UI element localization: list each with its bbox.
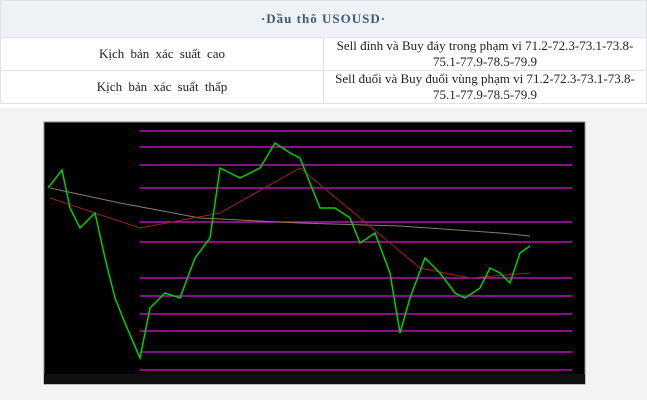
moving-average xyxy=(49,187,531,237)
chart-image-area xyxy=(0,108,647,400)
row-text: Sell đỉnh và Buy đáy trong phạm vi 71.2-… xyxy=(323,37,647,71)
chart-screenshot xyxy=(43,121,586,385)
moving-average xyxy=(49,167,531,279)
row-text: Sell đuổi và Buy đuổi vùng phạm vi 71.2-… xyxy=(323,70,647,104)
row-label: Kịch bản xác suất thấp xyxy=(0,70,324,104)
time-axis xyxy=(44,374,585,384)
price-line xyxy=(47,141,531,361)
level-lines xyxy=(140,130,572,371)
chart-background xyxy=(43,121,586,385)
scenario-table: ·Dầu thô USOUSD· Kịch bản xác suất cao S… xyxy=(0,0,647,104)
table-title: ·Dầu thô USOUSD· xyxy=(0,0,647,38)
row-label: Kịch bản xác suất cao xyxy=(0,37,324,71)
